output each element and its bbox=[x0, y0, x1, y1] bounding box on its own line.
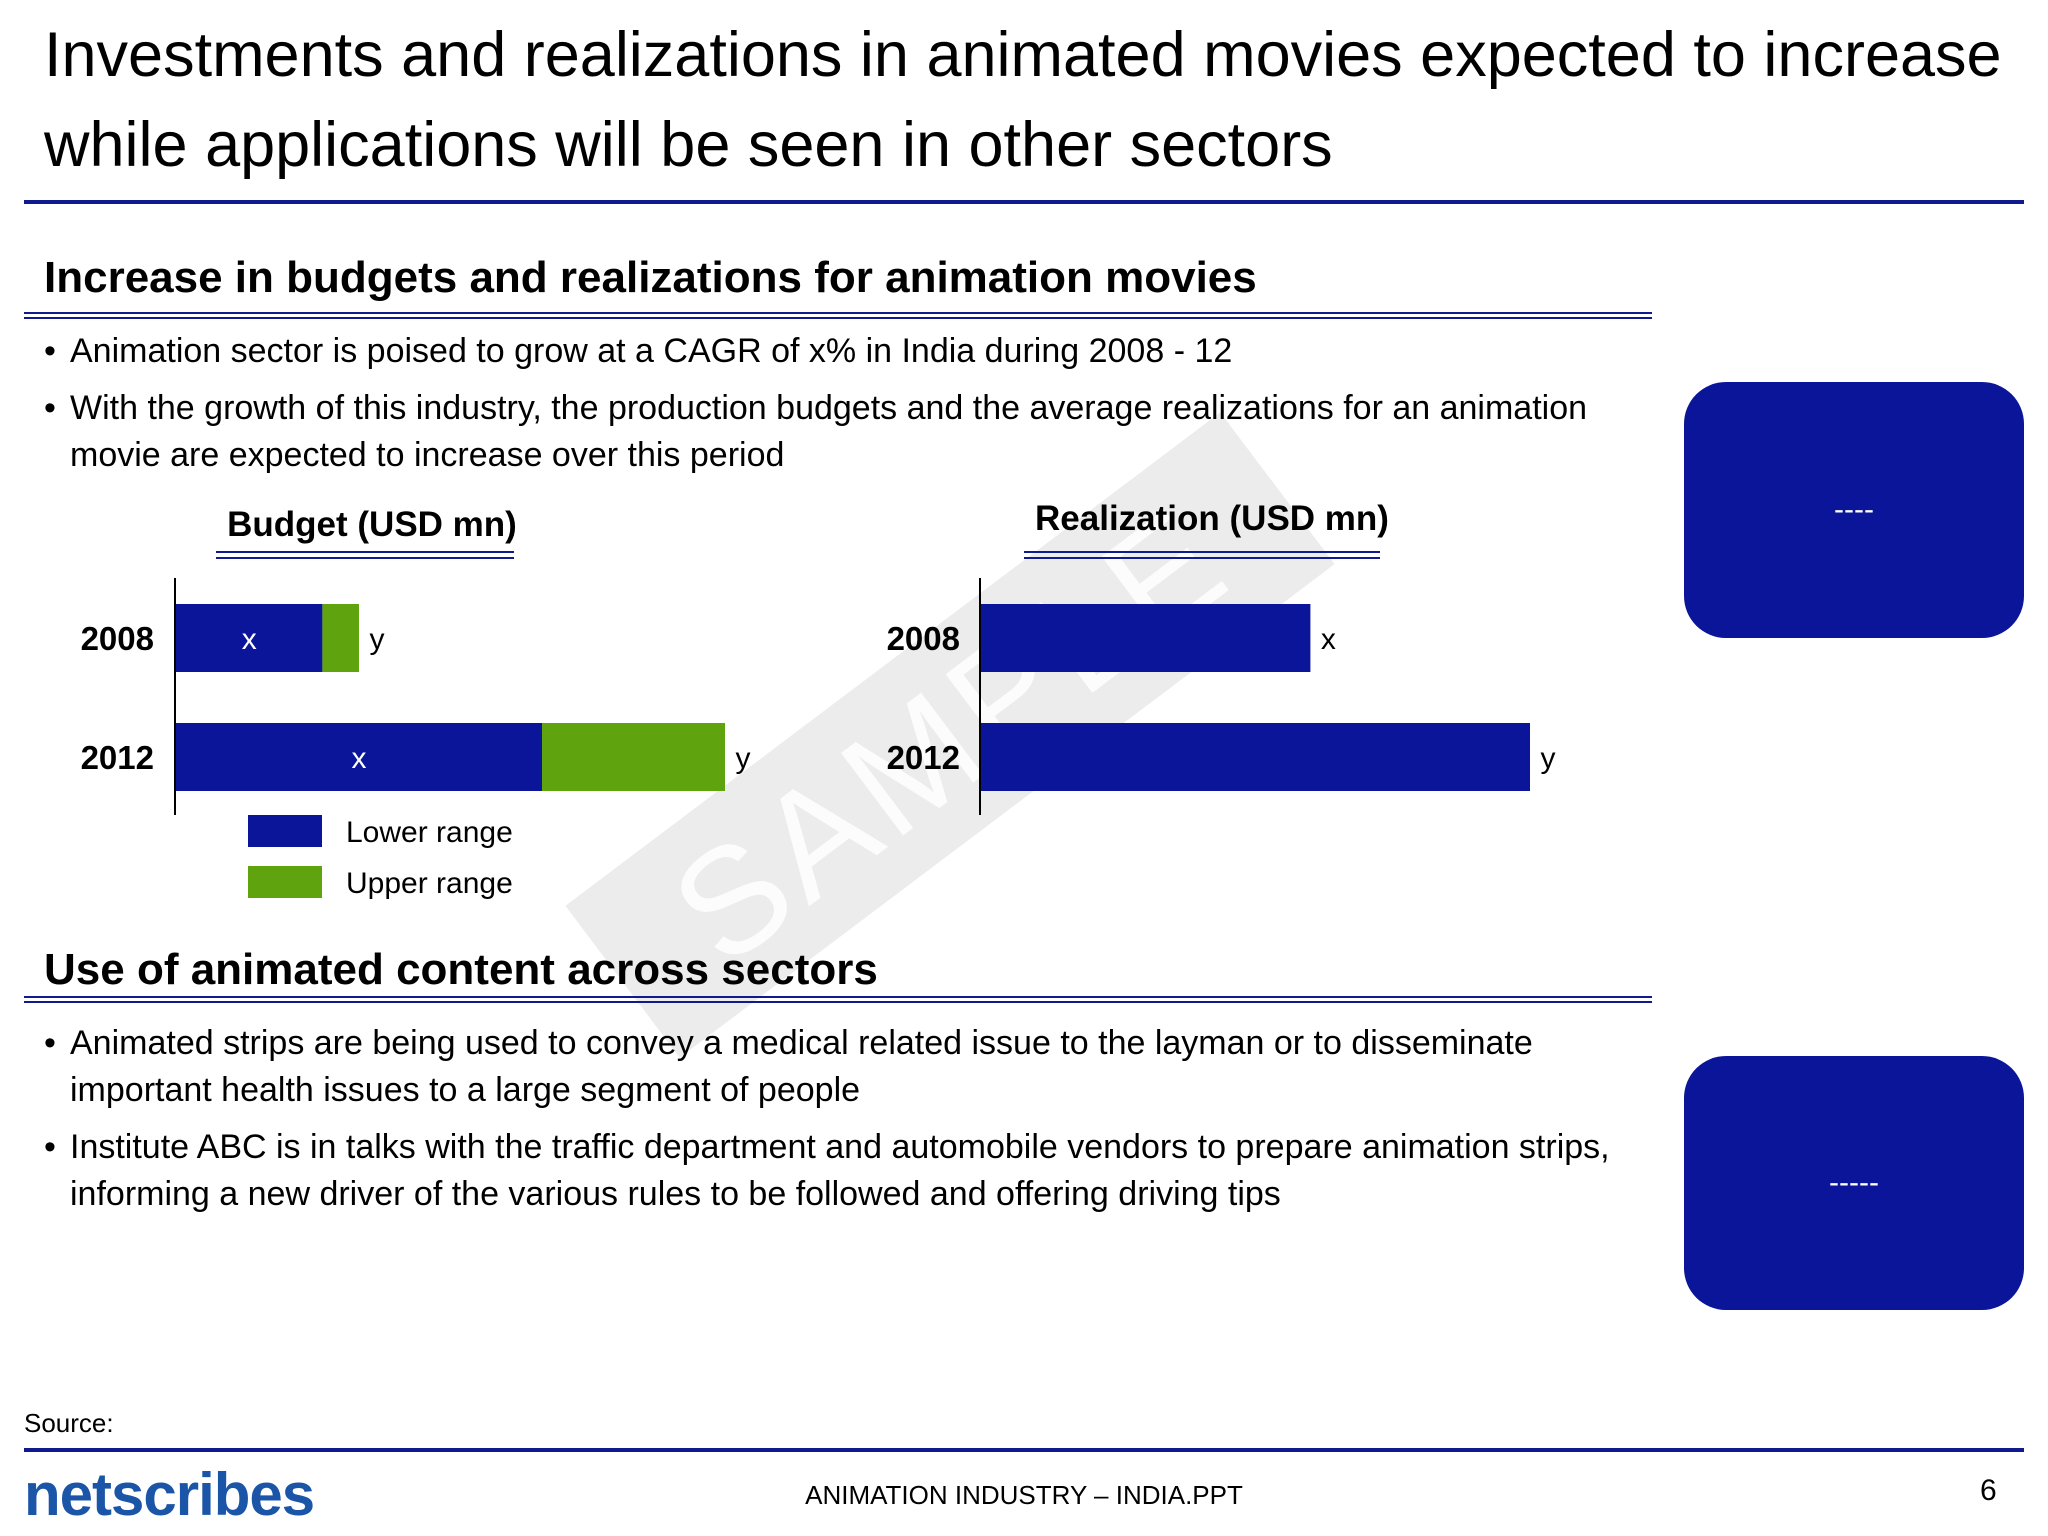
section2-bullet: • Animated strips are being used to conve… bbox=[44, 1024, 1533, 1109]
footer-divider bbox=[24, 1448, 2024, 1452]
realization-bar bbox=[981, 604, 1311, 672]
section1-heading: Increase in budgets and realizations for… bbox=[44, 253, 1257, 302]
bullet-text: Animation sector is poised to grow at a … bbox=[70, 332, 1233, 370]
section1-bullet: • With the growth of this industry, the p… bbox=[44, 389, 1588, 474]
section1-bullet: • Animation sector is poised to grow at a… bbox=[44, 332, 1233, 370]
realization-chart-title: Realization (USD mn) bbox=[1035, 499, 1389, 538]
realization-chart: Realization (USD mn) 2008 x 2012 y bbox=[887, 499, 1556, 815]
title-divider bbox=[24, 200, 2024, 204]
budget-chart: Budget (USD mn) 2008 x y 2012 x y Lower range… bbox=[81, 505, 751, 900]
budget-bar bbox=[176, 723, 542, 791]
source-label: Source: bbox=[24, 1408, 114, 1438]
budget-data-label: y bbox=[370, 623, 385, 656]
budget-data-label: x bbox=[242, 623, 257, 656]
section2-heading: Use of animated content across sectors bbox=[44, 945, 878, 994]
callout-box: ---- bbox=[1684, 382, 2024, 638]
legend-label-lower: Lower range bbox=[346, 816, 513, 849]
legend-label-upper: Upper range bbox=[346, 867, 513, 900]
footer-document-name: ANIMATION INDUSTRY – INDIA.PPT bbox=[805, 1480, 1243, 1510]
bullet-text: With the growth of this industry, the pr… bbox=[70, 389, 1588, 474]
callout-box: ----- bbox=[1684, 1056, 2024, 1310]
budget-category-label: 2008 bbox=[81, 620, 154, 657]
page-number: 6 bbox=[1980, 1474, 1997, 1507]
budget-data-label: x bbox=[352, 742, 367, 775]
budget-bar bbox=[322, 604, 359, 672]
budget-category-label: 2012 bbox=[81, 739, 154, 776]
netscribes-logo: netscribes bbox=[24, 1461, 315, 1528]
section1-bullets: • Animation sector is poised to grow at a… bbox=[44, 328, 1604, 489]
section1-divider bbox=[24, 312, 1652, 319]
legend-swatch-upper bbox=[248, 866, 322, 898]
page-title: Investments and realizations in animated… bbox=[44, 20, 2002, 180]
budget-bar bbox=[542, 723, 725, 791]
realization-category-label: 2012 bbox=[887, 739, 960, 776]
realization-bar bbox=[981, 723, 1530, 791]
budget-bar bbox=[176, 604, 323, 672]
bullet-text: Institute ABC is in talks with the traff… bbox=[70, 1128, 1610, 1213]
realization-data-label: x bbox=[1321, 623, 1336, 656]
bullet-text: Animated strips are being used to convey… bbox=[70, 1024, 1533, 1109]
legend-swatch-lower bbox=[248, 815, 322, 847]
realization-data-label: y bbox=[1541, 742, 1556, 775]
realization-category-label: 2008 bbox=[887, 620, 960, 657]
section2-divider bbox=[24, 996, 1652, 1003]
section2-bullet: • Institute ABC is in talks with the traf… bbox=[44, 1128, 1610, 1213]
budget-chart-title: Budget (USD mn) bbox=[227, 505, 517, 544]
section2-bullets: • Animated strips are being used to conve… bbox=[44, 1020, 1644, 1228]
budget-data-label: y bbox=[736, 742, 751, 775]
